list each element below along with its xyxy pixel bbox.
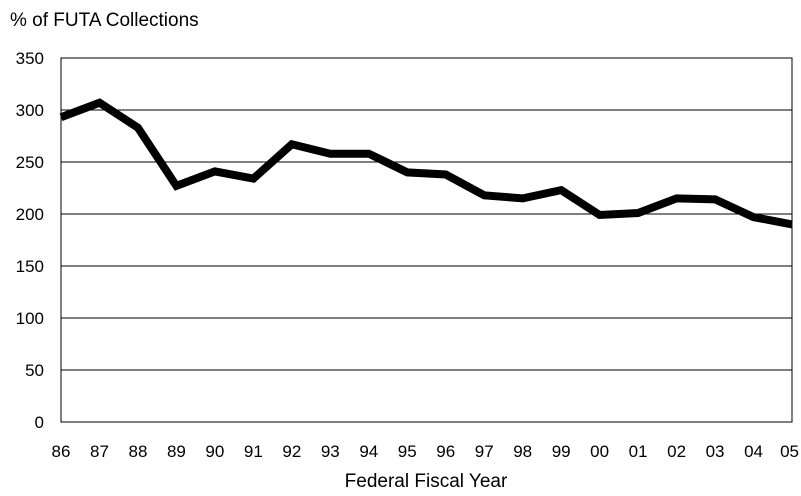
- x-tick-labels: 86 87 88 89 90 91 92 93 94 95 96 97 98 99 00 01 02 03 04 05: [52, 442, 799, 461]
- x-tick-label: 02: [667, 442, 686, 461]
- x-tick-label: 96: [436, 442, 455, 461]
- x-tick-label: 87: [90, 442, 109, 461]
- y-axis-title: % of FUTA Collections: [10, 10, 199, 31]
- series-line: [59, 98, 793, 229]
- x-tick-label: 89: [167, 442, 186, 461]
- x-tick-label: 88: [128, 442, 147, 461]
- gridlines: [61, 109, 792, 371]
- x-tick-label: 99: [552, 442, 571, 461]
- plot-frame: [60, 57, 793, 423]
- x-tick-label: 01: [629, 442, 648, 461]
- y-tick-label: 50: [25, 361, 44, 380]
- y-tick-label: 250: [16, 153, 44, 172]
- y-tick-label: 200: [16, 205, 44, 224]
- y-tick-label: 0: [35, 413, 44, 432]
- x-tick-label: 90: [205, 442, 224, 461]
- x-tick-label: 97: [475, 442, 494, 461]
- series-group: [59, 98, 793, 229]
- y-tick-label: 150: [16, 257, 44, 276]
- x-tick-label: 94: [359, 442, 378, 461]
- x-tick-label: 03: [706, 442, 725, 461]
- x-tick-label: 04: [744, 442, 763, 461]
- x-tick-label: 92: [282, 442, 301, 461]
- x-tick-label: 95: [398, 442, 417, 461]
- x-tick-label: 00: [590, 442, 609, 461]
- y-tick-label: 350: [16, 49, 44, 68]
- y-tick-label: 300: [16, 101, 44, 120]
- x-axis-title: Federal Fiscal Year: [345, 471, 508, 492]
- y-tick-label: 100: [16, 309, 44, 328]
- x-tick-label: 91: [244, 442, 263, 461]
- x-tick-label: 93: [321, 442, 340, 461]
- x-tick-label: 05: [780, 442, 799, 461]
- x-tick-label: 98: [513, 442, 532, 461]
- y-tick-labels: 0 50 100 150 200 250 300 350: [16, 49, 44, 432]
- x-tick-label: 86: [52, 442, 71, 461]
